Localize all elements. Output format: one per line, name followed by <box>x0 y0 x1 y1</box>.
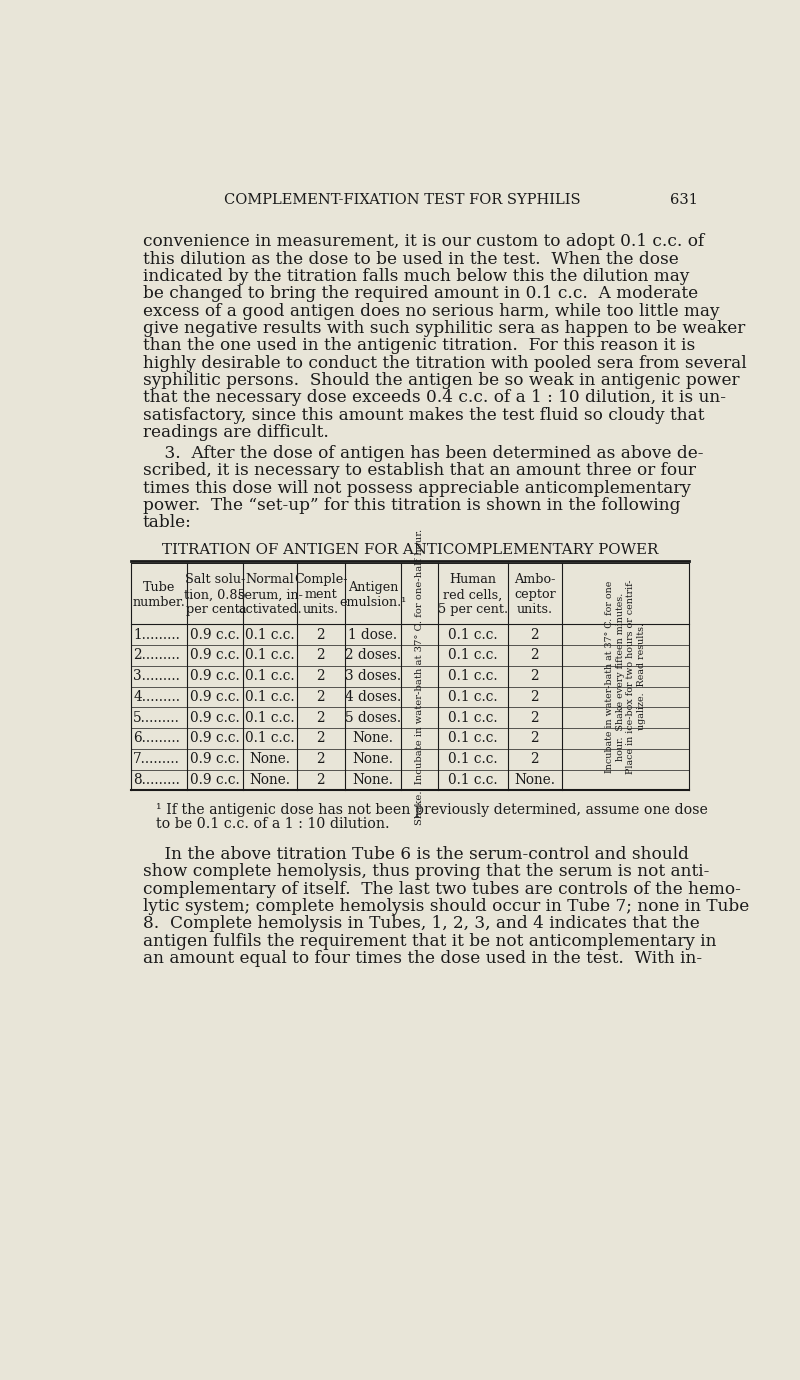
Text: Antigen
emulsion.¹: Antigen emulsion.¹ <box>339 581 406 609</box>
Text: 2: 2 <box>317 711 325 724</box>
Text: 5 doses.: 5 doses. <box>345 711 401 724</box>
Text: 0.1 c.c.: 0.1 c.c. <box>246 711 295 724</box>
Text: Normal
serum, in-
activated.: Normal serum, in- activated. <box>238 573 302 617</box>
Text: lytic system; complete hemolysis should occur in Tube 7; none in Tube: lytic system; complete hemolysis should … <box>142 898 749 915</box>
Text: 2: 2 <box>530 752 539 766</box>
Text: 0.1 c.c.: 0.1 c.c. <box>246 628 295 642</box>
Text: an amount equal to four times the dose used in the test.  With in-: an amount equal to four times the dose u… <box>142 949 702 967</box>
Text: 631: 631 <box>670 193 698 207</box>
Text: 8.  Complete hemolysis in Tubes, 1, 2, 3, and 4 indicates that the: 8. Complete hemolysis in Tubes, 1, 2, 3,… <box>142 915 699 933</box>
Text: 2: 2 <box>530 731 539 745</box>
Text: In the above titration Tube 6 is the serum-control and should: In the above titration Tube 6 is the ser… <box>142 846 689 862</box>
Text: that the necessary dose exceeds 0.4 c.c. of a 1 : 10 dilution, it is un-: that the necessary dose exceeds 0.4 c.c.… <box>142 389 726 406</box>
Text: 0.9 c.c.: 0.9 c.c. <box>190 690 240 704</box>
Text: Incubate in water-bath at 37° C. for one
hour.  Shake every fifteen minutes.
Pla: Incubate in water-bath at 37° C. for one… <box>606 580 646 774</box>
Text: 1 dose.: 1 dose. <box>348 628 398 642</box>
Text: 2: 2 <box>317 669 325 683</box>
Text: excess of a good antigen does no serious harm, while too little may: excess of a good antigen does no serious… <box>142 302 719 320</box>
Text: table:: table: <box>142 515 191 531</box>
Text: highly desirable to conduct the titration with pooled sera from several: highly desirable to conduct the titratio… <box>142 355 746 371</box>
Text: 0.1 c.c.: 0.1 c.c. <box>246 690 295 704</box>
Text: complementary of itself.  The last two tubes are controls of the hemo-: complementary of itself. The last two tu… <box>142 880 741 897</box>
Text: 2: 2 <box>317 649 325 662</box>
Text: 0.1 c.c.: 0.1 c.c. <box>246 731 295 745</box>
Text: 2: 2 <box>530 628 539 642</box>
Text: readings are difficult.: readings are difficult. <box>142 424 329 442</box>
Text: 0.1 c.c.: 0.1 c.c. <box>246 669 295 683</box>
Text: 4.........: 4......... <box>134 690 180 704</box>
Text: this dilution as the dose to be used in the test.  When the dose: this dilution as the dose to be used in … <box>142 251 678 268</box>
Text: 0.9 c.c.: 0.9 c.c. <box>190 752 240 766</box>
Text: Tube
number.: Tube number. <box>133 581 186 609</box>
Text: 0.1 c.c.: 0.1 c.c. <box>448 711 498 724</box>
Text: 2: 2 <box>317 690 325 704</box>
Text: 0.1 c.c.: 0.1 c.c. <box>448 628 498 642</box>
Text: Comple-
ment
units.: Comple- ment units. <box>294 573 348 617</box>
Text: power.  The “set-up” for this titration is shown in the following: power. The “set-up” for this titration i… <box>142 497 680 515</box>
Text: 6.........: 6......... <box>134 731 180 745</box>
Text: 0.9 c.c.: 0.9 c.c. <box>190 773 240 787</box>
Text: 2: 2 <box>530 669 539 683</box>
Text: None.: None. <box>352 773 394 787</box>
Text: than the one used in the antigenic titration.  For this reason it is: than the one used in the antigenic titra… <box>142 337 695 355</box>
Text: show complete hemolysis, thus proving that the serum is not anti-: show complete hemolysis, thus proving th… <box>142 864 709 880</box>
Text: None.: None. <box>352 752 394 766</box>
Text: 3 doses.: 3 doses. <box>345 669 401 683</box>
Text: None.: None. <box>250 752 290 766</box>
Text: None.: None. <box>514 773 555 787</box>
Text: 2 doses.: 2 doses. <box>345 649 401 662</box>
Text: to be 0.1 c.c. of a 1 : 10 dilution.: to be 0.1 c.c. of a 1 : 10 dilution. <box>156 817 390 831</box>
Text: 2: 2 <box>317 628 325 642</box>
Text: 0.1 c.c.: 0.1 c.c. <box>246 649 295 662</box>
Text: 3.........: 3......... <box>134 669 180 683</box>
Text: 2: 2 <box>530 690 539 704</box>
Text: 7.........: 7......... <box>134 752 180 766</box>
Text: convenience in measurement, it is our custom to adopt 0.1 c.c. of: convenience in measurement, it is our cu… <box>142 233 704 250</box>
Text: antigen fulfils the requirement that it be not anticomplementary in: antigen fulfils the requirement that it … <box>142 933 716 949</box>
Text: indicated by the titration falls much below this the dilution may: indicated by the titration falls much be… <box>142 268 689 286</box>
Text: 2: 2 <box>317 752 325 766</box>
Text: 2: 2 <box>530 711 539 724</box>
Text: Ambo-
ceptor
units.: Ambo- ceptor units. <box>514 573 556 617</box>
Text: 4 doses.: 4 doses. <box>345 690 401 704</box>
Text: 5.........: 5......... <box>134 711 180 724</box>
Text: None.: None. <box>352 731 394 745</box>
Text: be changed to bring the required amount in 0.1 c.c.  A moderate: be changed to bring the required amount … <box>142 286 698 302</box>
Text: 0.1 c.c.: 0.1 c.c. <box>448 773 498 787</box>
Text: None.: None. <box>250 773 290 787</box>
Text: 0.1 c.c.: 0.1 c.c. <box>448 752 498 766</box>
Text: 0.1 c.c.: 0.1 c.c. <box>448 731 498 745</box>
Text: 1.........: 1......... <box>134 628 180 642</box>
Text: Shake.  Incubate in water-bath at 37° C. for one-half hour.: Shake. Incubate in water-bath at 37° C. … <box>415 529 424 825</box>
Text: 2: 2 <box>530 649 539 662</box>
Text: 2: 2 <box>317 731 325 745</box>
Text: 2: 2 <box>317 773 325 787</box>
Text: 0.9 c.c.: 0.9 c.c. <box>190 669 240 683</box>
Text: TITRATION OF ANTIGEN FOR ANTICOMPLEMENTARY POWER: TITRATION OF ANTIGEN FOR ANTICOMPLEMENTA… <box>162 542 658 556</box>
Text: 3.  After the dose of antigen has been determined as above de-: 3. After the dose of antigen has been de… <box>142 446 703 462</box>
Text: 0.9 c.c.: 0.9 c.c. <box>190 711 240 724</box>
Text: 8.........: 8......... <box>134 773 180 787</box>
Text: 0.9 c.c.: 0.9 c.c. <box>190 628 240 642</box>
Text: give negative results with such syphilitic sera as happen to be weaker: give negative results with such syphilit… <box>142 320 745 337</box>
Text: 2.........: 2......... <box>134 649 180 662</box>
Text: Salt solu-
tion, 0.85
per cent.: Salt solu- tion, 0.85 per cent. <box>184 573 246 617</box>
Text: 0.9 c.c.: 0.9 c.c. <box>190 649 240 662</box>
Text: satisfactory, since this amount makes the test fluid so cloudy that: satisfactory, since this amount makes th… <box>142 407 704 424</box>
Text: Human
red cells,
5 per cent.: Human red cells, 5 per cent. <box>438 573 508 617</box>
Text: ¹ If the antigenic dose has not been previously determined, assume one dose: ¹ If the antigenic dose has not been pre… <box>156 803 708 817</box>
Text: 0.1 c.c.: 0.1 c.c. <box>448 669 498 683</box>
Text: 0.1 c.c.: 0.1 c.c. <box>448 690 498 704</box>
Text: 0.1 c.c.: 0.1 c.c. <box>448 649 498 662</box>
Text: scribed, it is necessary to establish that an amount three or four: scribed, it is necessary to establish th… <box>142 462 696 479</box>
Text: times this dose will not possess appreciable anticomplementary: times this dose will not possess appreci… <box>142 480 690 497</box>
Text: COMPLEMENT-FIXATION TEST FOR SYPHILIS: COMPLEMENT-FIXATION TEST FOR SYPHILIS <box>224 193 581 207</box>
Text: syphilitic persons.  Should the antigen be so weak in antigenic power: syphilitic persons. Should the antigen b… <box>142 373 739 389</box>
Text: 0.9 c.c.: 0.9 c.c. <box>190 731 240 745</box>
